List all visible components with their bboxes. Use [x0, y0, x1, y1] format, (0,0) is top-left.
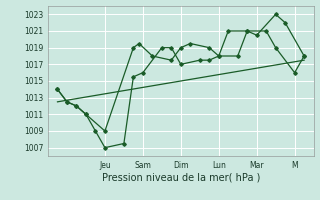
- X-axis label: Pression niveau de la mer( hPa ): Pression niveau de la mer( hPa ): [102, 173, 260, 183]
